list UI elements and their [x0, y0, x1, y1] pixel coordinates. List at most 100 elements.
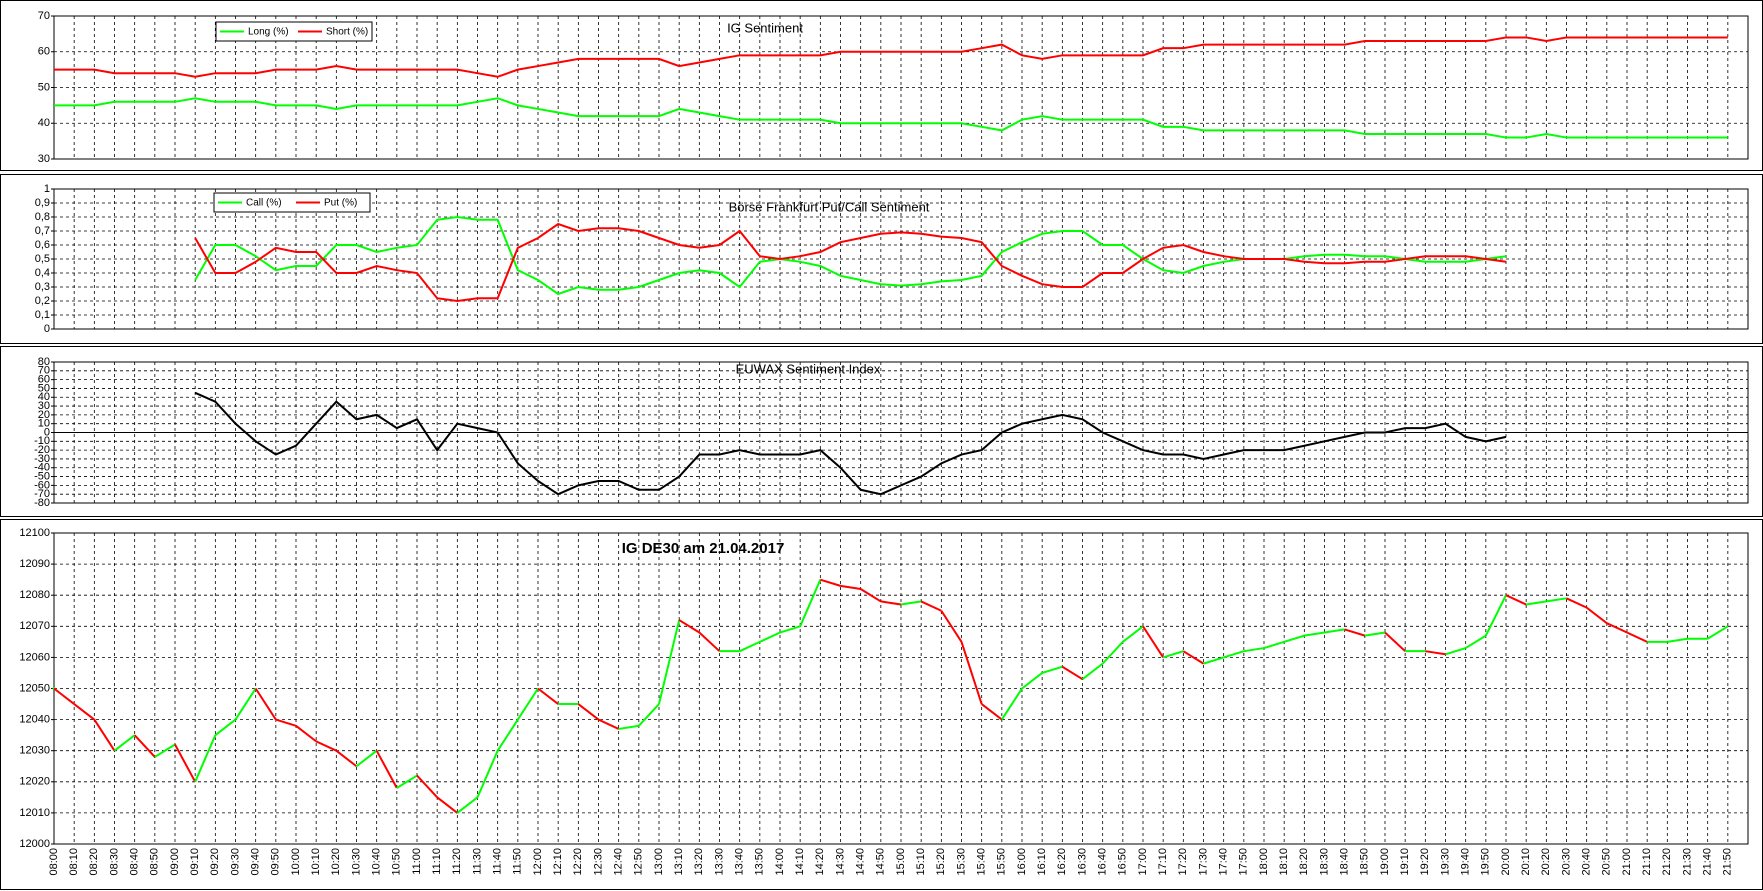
- price-segment: [1566, 597, 1588, 609]
- y-tick-label: 50: [38, 81, 50, 93]
- price-segment: [940, 610, 963, 643]
- price-segment: [618, 724, 639, 730]
- price-segment: [254, 687, 277, 721]
- x-tick-label: 17:40: [1218, 848, 1230, 876]
- y-tick-label: 30: [38, 400, 50, 412]
- x-tick-label: 10:40: [371, 848, 383, 876]
- price-segment: [598, 718, 620, 730]
- x-tick-label: 17:20: [1177, 848, 1189, 876]
- price-segment: [1606, 622, 1628, 634]
- x-tick-label: 21:50: [1722, 848, 1734, 876]
- y-tick-label: 0,8: [35, 211, 50, 223]
- x-tick-label: 16:30: [1076, 848, 1088, 876]
- price-segment: [678, 619, 700, 634]
- x-tick-label: 10:50: [391, 848, 403, 876]
- legend-label: Put (%): [324, 198, 357, 209]
- y-tick-label: 40: [38, 117, 50, 129]
- x-tick-label: 13:50: [754, 848, 766, 876]
- price-segment: [194, 734, 217, 783]
- x-tick-label: 15:10: [915, 848, 927, 876]
- x-tick-label: 21:20: [1661, 848, 1673, 876]
- y-tick-label: 12030: [19, 745, 50, 757]
- x-tick-label: 08:50: [149, 848, 161, 876]
- y-tick-label: 0,4: [35, 267, 50, 279]
- series-line: [194, 222, 1507, 303]
- y-tick-label: 12080: [19, 589, 50, 601]
- price-segment: [860, 588, 882, 603]
- x-tick-label: 13:40: [734, 848, 746, 876]
- price-segment: [1122, 625, 1144, 643]
- price-segment: [1505, 594, 1527, 606]
- price-segment: [658, 619, 681, 705]
- y-tick-label: -60: [34, 479, 50, 491]
- price-segment: [355, 749, 378, 768]
- y-tick-label: 0,9: [35, 197, 50, 209]
- price-segment: [133, 734, 156, 758]
- x-tick-label: 20:30: [1560, 848, 1572, 876]
- y-tick-label: -20: [34, 444, 50, 456]
- price-segment: [1465, 634, 1487, 649]
- y-tick-label: 0,5: [35, 253, 50, 265]
- x-tick-label: 11:00: [411, 848, 423, 875]
- x-tick-label: 21:00: [1621, 848, 1633, 876]
- y-tick-label: -40: [34, 462, 50, 474]
- y-tick-label: -50: [34, 470, 50, 482]
- price-segment: [396, 774, 418, 789]
- price-segment: [880, 600, 902, 606]
- x-tick-label: 18:40: [1339, 848, 1351, 876]
- price-segment: [779, 625, 801, 634]
- price-segment: [840, 584, 861, 590]
- price-segment: [315, 740, 337, 752]
- price-segment: [900, 600, 922, 606]
- price-segment: [1162, 650, 1184, 659]
- price-segment: [275, 718, 297, 727]
- y-tick-label: 70: [38, 10, 50, 22]
- x-tick-label: 14:30: [834, 848, 846, 876]
- x-tick-label: 13:30: [713, 848, 725, 876]
- y-tick-label: -10: [34, 435, 50, 447]
- price-segment: [1203, 656, 1224, 665]
- chart-title: IG DE30 am 21.04.2017: [622, 540, 785, 557]
- x-tick-label: 11:20: [451, 848, 463, 875]
- price-segment: [335, 749, 358, 768]
- price-segment: [739, 640, 761, 653]
- x-tick-label: 09:50: [270, 848, 282, 876]
- y-tick-label: 12050: [19, 682, 50, 694]
- price-segment: [1546, 597, 1567, 603]
- price-segment: [93, 719, 116, 752]
- price-segment: [113, 734, 136, 752]
- x-tick-label: 13:10: [673, 848, 685, 876]
- x-tick-label: 15:50: [996, 848, 1008, 876]
- price-segment: [1304, 631, 1325, 637]
- chart-title: IG Sentiment: [727, 20, 803, 35]
- x-tick-label: 18:50: [1359, 848, 1371, 876]
- x-tick-label: 08:20: [88, 848, 100, 876]
- price-segment: [456, 796, 479, 814]
- price-segment: [53, 687, 75, 705]
- x-tick-label: 15:00: [895, 848, 907, 876]
- y-tick-label: -70: [34, 488, 50, 500]
- price-segment: [154, 743, 176, 758]
- price-segment: [1142, 625, 1165, 658]
- price-segment: [960, 641, 983, 705]
- x-tick-label: 14:40: [855, 848, 867, 876]
- price-segment: [1021, 672, 1043, 690]
- x-tick-label: 08:10: [68, 848, 80, 876]
- x-tick-label: 21:30: [1681, 848, 1693, 876]
- x-tick-label: 16:10: [1036, 848, 1048, 876]
- y-tick-label: -80: [34, 497, 50, 509]
- x-tick-label: 16:50: [1117, 848, 1129, 876]
- x-tick-label: 19:40: [1460, 848, 1472, 876]
- price-segment: [416, 774, 438, 799]
- price-segment: [1484, 594, 1507, 637]
- legend-label: Call (%): [246, 198, 282, 209]
- y-tick-label: 12010: [19, 807, 50, 819]
- price-segment: [1526, 600, 1547, 606]
- price-segment: [638, 703, 660, 727]
- x-tick-label: 20:10: [1520, 848, 1532, 876]
- x-tick-label: 09:00: [169, 848, 181, 876]
- y-tick-label: 12090: [19, 558, 50, 570]
- x-tick-label: 10:30: [350, 848, 362, 876]
- price-segment: [920, 600, 942, 612]
- price-segment: [1041, 665, 1063, 674]
